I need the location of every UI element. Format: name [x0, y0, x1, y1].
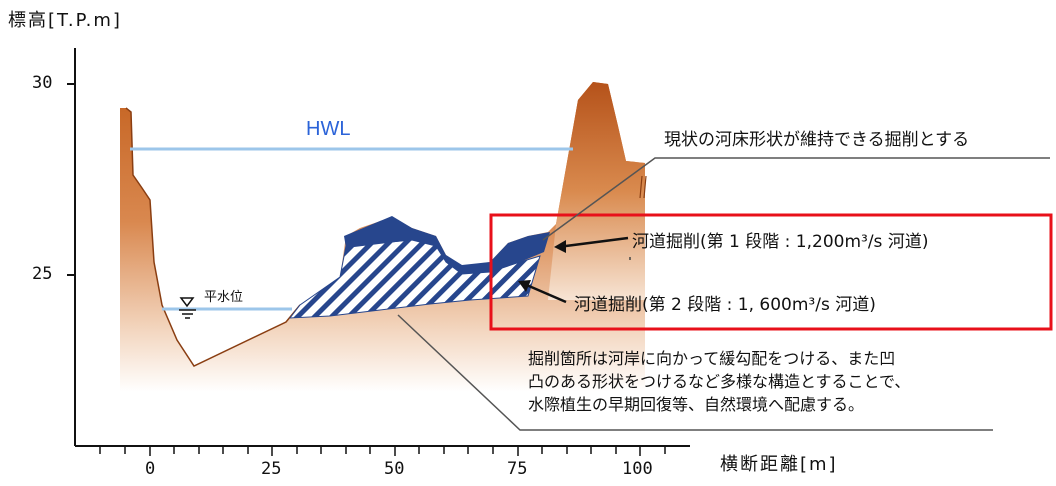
y-tick-label-25: 25	[32, 264, 53, 284]
y-tick-label-30: 30	[32, 73, 53, 93]
annotation-stage1: 河道掘削(第 1 段階 : 1,200m³/s 河道)	[632, 232, 929, 252]
annotation-stage2: 河道掘削(第 2 段階 : 1, 600m³/s 河道)	[574, 295, 876, 315]
leader-note	[397, 314, 993, 431]
stage1-excavation	[344, 216, 550, 274]
note-line-1: 掘削箇所は河岸に向かって緩勾配をつける、また凹	[528, 349, 896, 368]
hwl-label: HWL	[306, 118, 351, 140]
x-tick-label-75: 75	[507, 459, 528, 479]
note-line-2: 凸のある形状をつけるなど多様な構造とすることで、	[528, 372, 911, 391]
x-tick-label-25: 25	[261, 459, 282, 479]
left-bank-outline	[125, 107, 301, 367]
x-tick-label-50: 50	[384, 459, 405, 479]
annotation-note: 掘削箇所は河岸に向かって緩勾配をつける、また凹 凸のある形状をつけるなど多様な構…	[528, 347, 1028, 416]
normal-water-level-label: 平水位	[204, 290, 244, 305]
leader-maintain	[542, 157, 1050, 241]
x-axis-label: 横断距離[m]	[720, 454, 838, 475]
highlight-box	[489, 213, 1053, 331]
x-tick-label-0: 0	[145, 459, 156, 479]
right-bank	[548, 82, 645, 300]
arrow-stage1	[557, 236, 629, 249]
x-tick-label-100: 100	[622, 459, 653, 479]
annotation-maintain-riverbed: 現状の河床形状が維持できる掘削とする	[664, 130, 970, 150]
x-minor-ticks	[99, 446, 666, 456]
y-axis-label: 標高[T.P.m]	[8, 10, 122, 31]
water-level-icon	[179, 297, 196, 319]
arrow-stage1-head	[554, 240, 566, 253]
arrow-stage2-head	[518, 280, 531, 292]
arrow-stage2	[521, 281, 567, 304]
note-line-3: 水際植生の早期回復等、自然環境へ配慮する。	[528, 395, 865, 414]
right-bank-edge	[639, 175, 647, 199]
